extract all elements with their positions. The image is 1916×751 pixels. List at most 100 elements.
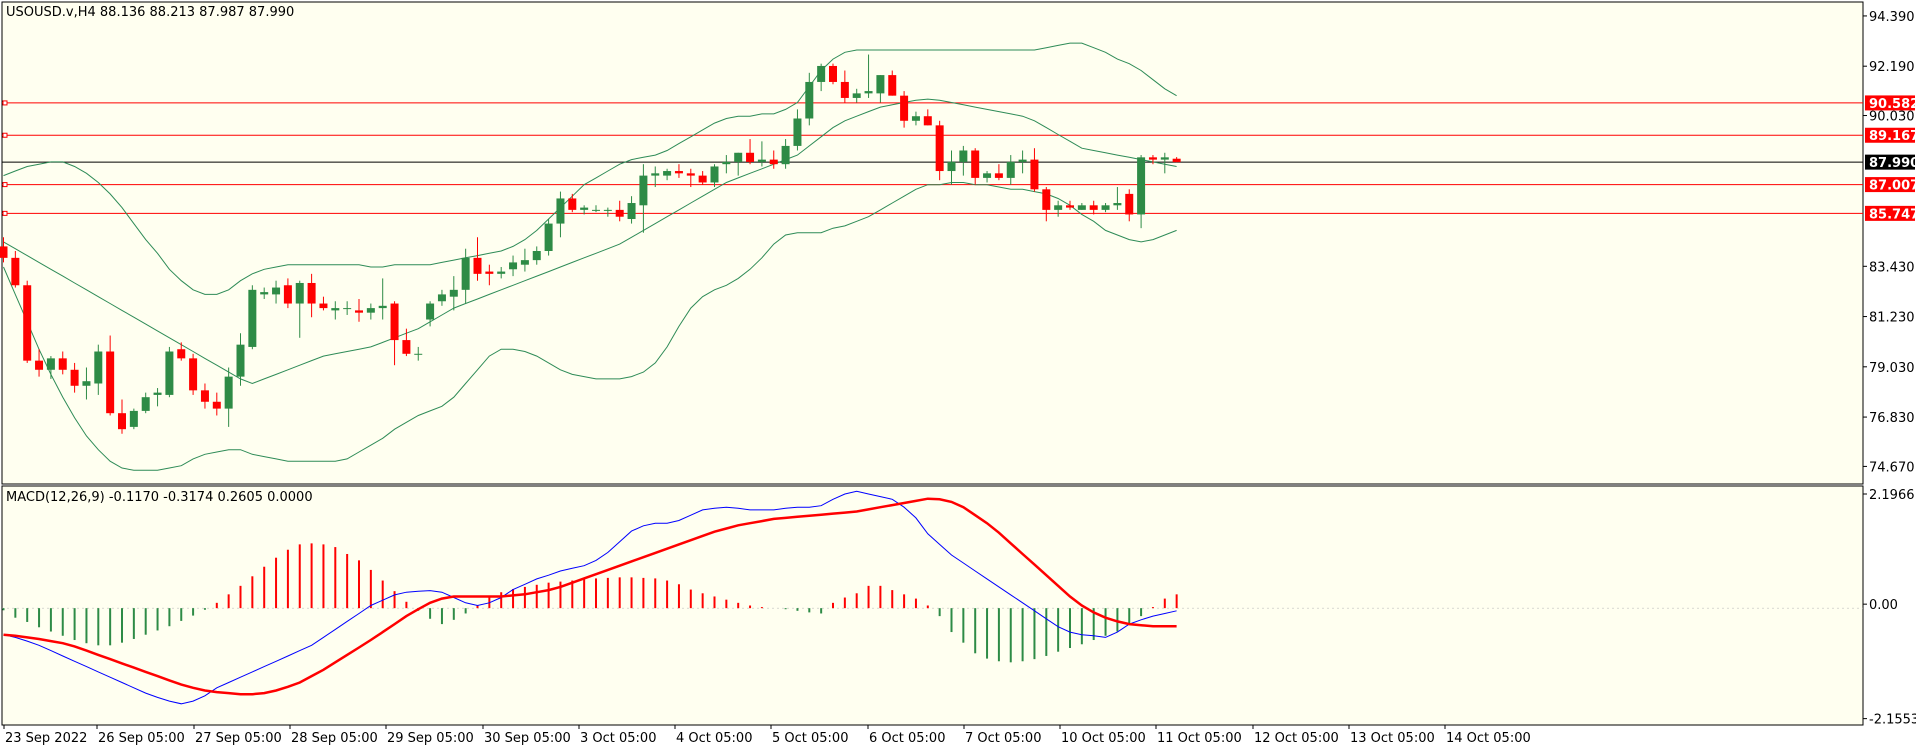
- candle-body: [722, 161, 731, 165]
- candle-body: [437, 294, 446, 302]
- candle-body: [106, 351, 115, 414]
- candle-body: [959, 150, 968, 162]
- candle-body: [58, 358, 67, 370]
- level-price-tag-label: 85.747: [1869, 207, 1916, 222]
- candle-body: [757, 159, 766, 162]
- candle-body: [212, 401, 221, 409]
- time-axis-label: 11 Oct 05:00: [1157, 731, 1242, 746]
- time-axis-label: 3 Oct 05:00: [580, 731, 656, 746]
- main-chart-title: USOUSD.v,H4 88.136 88.213 87.987 87.990: [6, 5, 294, 20]
- macd-series: [2, 490, 1863, 705]
- level-price-tag-label: 87.007: [1869, 179, 1916, 194]
- candle-body: [497, 271, 506, 274]
- candle-body: [674, 171, 683, 174]
- macd-signal-line: [3, 497, 1177, 696]
- price-axis-label: 76.830: [1869, 411, 1915, 426]
- bollinger-lower: [3, 182, 1177, 471]
- candle-body: [1054, 205, 1063, 210]
- level-anchor-1[interactable]: [2, 100, 8, 106]
- candle-body: [378, 305, 387, 309]
- candle-body: [532, 250, 541, 261]
- candle-body: [366, 308, 375, 313]
- candle-body: [153, 392, 162, 395]
- time-axis-label: 10 Oct 05:00: [1061, 731, 1146, 746]
- candle-body: [580, 207, 589, 210]
- candle-body: [200, 390, 209, 402]
- macd-axis-label: -2.1553: [1869, 713, 1916, 728]
- level-anchor-4[interactable]: [2, 210, 8, 216]
- candle-body: [1018, 159, 1027, 162]
- candle-body: [615, 209, 624, 217]
- candle-body: [449, 289, 458, 297]
- candle-body: [1030, 159, 1039, 190]
- current-price-tag: [1865, 154, 1915, 170]
- candle-body: [1137, 157, 1146, 215]
- candle-body: [343, 308, 352, 310]
- candle-body: [1125, 193, 1134, 215]
- candle-body: [129, 410, 138, 427]
- candle-body: [414, 353, 423, 355]
- macd-title: MACD(12,26,9) -0.1170 -0.3174 0.2605 0.0…: [6, 490, 313, 505]
- candle-body: [165, 351, 174, 395]
- level-anchor-2[interactable]: [2, 132, 8, 138]
- candle-body: [603, 209, 612, 211]
- candle-body: [260, 292, 269, 295]
- main-pane[interactable]: [1, 1, 1864, 485]
- candle-body: [189, 358, 198, 391]
- level-price-tag: [1865, 95, 1915, 111]
- candle-body: [769, 159, 778, 165]
- candle-body: [1101, 205, 1110, 210]
- candle-body: [592, 209, 600, 211]
- candle-body: [686, 173, 695, 176]
- candle-body: [639, 175, 648, 206]
- candle-body: [781, 145, 790, 165]
- candle-body: [817, 65, 826, 82]
- candle-body: [295, 282, 304, 304]
- candle-body: [35, 360, 44, 370]
- time-axis-label: 12 Oct 05:00: [1254, 731, 1339, 746]
- price-axis-label: 81.230: [1869, 311, 1915, 326]
- candle-body: [663, 171, 672, 176]
- candle-body: [746, 152, 755, 162]
- time-axis-label: 14 Oct 05:00: [1446, 731, 1531, 746]
- candle-body: [1172, 158, 1181, 163]
- time-axis-label: 7 Oct 05:00: [965, 731, 1041, 746]
- candle-body: [11, 257, 20, 286]
- candle-body: [900, 95, 909, 121]
- current-price-tag-label: 87.990: [1869, 156, 1916, 171]
- candles: [0, 54, 1181, 434]
- candle-body: [319, 303, 328, 309]
- time-axis-label: 30 Sep 05:00: [484, 731, 571, 746]
- bollinger-upper: [3, 42, 1177, 295]
- candle-body: [177, 349, 186, 359]
- price-axis-label: 79.030: [1869, 361, 1915, 376]
- time-axis-label: 28 Sep 05:00: [291, 731, 378, 746]
- candle-body: [544, 223, 553, 251]
- price-axis-label: 74.670: [1869, 460, 1915, 475]
- candle-body: [355, 310, 363, 313]
- macd-axis-label: 2.1966: [1869, 488, 1915, 503]
- candle-body: [1006, 161, 1015, 178]
- level-price-tag-label: 89.167: [1869, 129, 1916, 144]
- candle-body: [983, 173, 992, 178]
- candle-body: [734, 152, 743, 162]
- candle-body: [556, 198, 565, 224]
- candle-body: [485, 271, 494, 274]
- level-anchor-3[interactable]: [2, 182, 8, 188]
- candle-body: [710, 166, 719, 183]
- candle-body: [461, 257, 470, 290]
- candle-body: [520, 260, 529, 265]
- candle-body: [852, 93, 861, 98]
- candle-body: [911, 116, 920, 121]
- level-price-tag: [1865, 127, 1915, 143]
- candle-body: [307, 282, 316, 304]
- candle-body: [509, 262, 518, 270]
- macd-axis-label: 0.00: [1869, 598, 1898, 613]
- bollinger-bands: [3, 42, 1177, 471]
- candle-body: [829, 65, 837, 82]
- candle-body: [1160, 157, 1169, 160]
- time-axis: 23 Sep 2022 26 Sep 05:00 27 Sep 05:00 28 Se…: [3, 725, 1531, 746]
- candle-body: [390, 303, 399, 341]
